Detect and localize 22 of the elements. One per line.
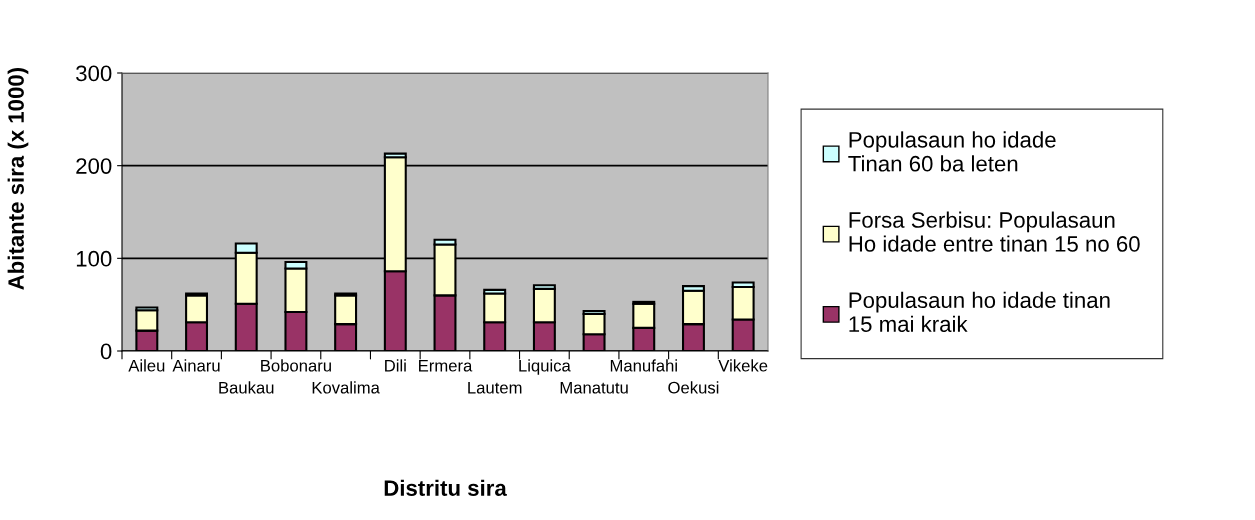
x-tick-label: Baukau (219, 381, 274, 394)
x-tick-label: Dili (385, 359, 406, 372)
x-tick-label: Aileu (128, 359, 165, 372)
y-tick-label: 200 (76, 158, 112, 174)
y-axis-title: Abitante sira (x 1000) (7, 67, 29, 290)
x-tick-label: Oekusi (668, 381, 719, 394)
legend-label: Populasaun ho idade tinan 15 mai kraik (849, 291, 1110, 333)
x-tick-label: Lautem (468, 381, 522, 394)
y-tick-label: 300 (76, 65, 112, 82)
x-tick-label: Ermera (419, 359, 473, 372)
legend-label: Forsa Serbisu: Populasaun Ho idade entre tinan 15 no 60 (849, 211, 1140, 252)
x-tick-label: Manatutu (560, 381, 628, 394)
x-tick-label: Ainaru (172, 359, 220, 372)
legend-label: Populasaun ho idade Tinan 60 ba leten (848, 131, 1056, 172)
x-tick-label: Manufahi (610, 359, 677, 372)
y-tick-label: 100 (76, 250, 112, 267)
x-tick-label: Bobonaru (261, 359, 331, 372)
x-tick-label: Kovalima (312, 381, 380, 394)
x-tick-label: Liquica (519, 359, 571, 375)
x-axis-title: Distritu sira (384, 479, 507, 496)
y-tick-label: 0 (100, 343, 112, 360)
x-tick-label: Vikeke (718, 359, 768, 372)
